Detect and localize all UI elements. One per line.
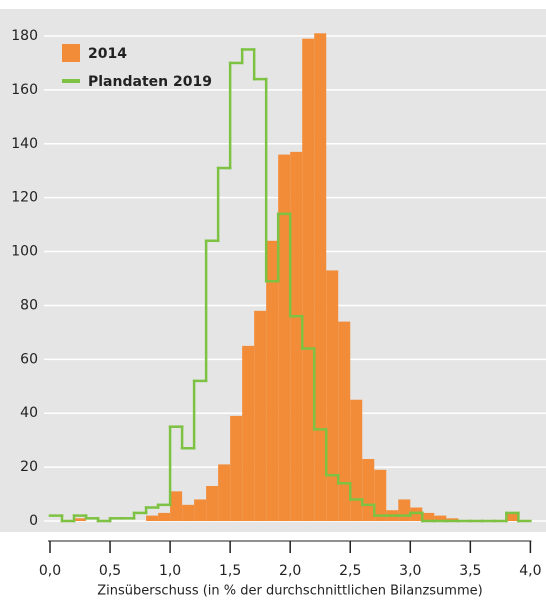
x-tick-label: 3,0 [399,563,421,579]
histogram-bar [242,345,255,521]
histogram-bar [182,504,195,521]
x-tick-label: 3,5 [459,563,481,579]
y-tick-label: 100 [11,244,38,260]
x-tick-label: 2,5 [339,563,361,579]
histogram-bar [194,499,207,521]
histogram-bar [422,512,435,521]
x-axis-label: Zinsüberschuss (in % der durchschnittlic… [97,584,482,599]
histogram-bar [230,415,243,521]
histogram-bar [158,512,171,521]
y-tick-label: 60 [20,351,38,367]
histogram-bar [206,485,219,521]
histogram-bar [362,459,375,521]
y-tick-label: 160 [11,82,38,98]
histogram-bar [434,515,447,521]
y-tick-label: 180 [11,28,38,44]
histogram-bar [506,512,519,521]
histogram-bar [170,491,183,521]
legend-label: 2014 [88,46,127,62]
histogram-bar [74,518,87,521]
x-tick-label: 1,5 [219,563,241,579]
histogram-bar [146,515,159,521]
histogram-bar [374,469,387,521]
histogram-bar [326,270,339,521]
histogram-bar [290,151,303,521]
histogram-bar [254,310,267,521]
x-tick-label: 1,0 [159,563,181,579]
histogram-bar [218,464,231,521]
histogram-bar [446,518,459,521]
y-tick-label: 40 [20,405,38,421]
x-tick-label: 2,0 [279,563,301,579]
x-tick-label: 0,0 [39,563,61,579]
histogram-bar [338,321,351,521]
histogram-bar [350,399,363,521]
histogram-bar [266,240,279,521]
x-tick-label: 4,0 [519,563,541,579]
y-tick-label: 80 [20,297,38,313]
y-tick-label: 120 [11,190,38,206]
x-tick-label: 0,5 [99,563,121,579]
histogram-bar [398,499,411,521]
histogram-bar [302,38,315,521]
histogram-bar [278,154,291,522]
y-tick-label: 140 [11,136,38,152]
histogram-bar [410,507,423,521]
y-tick-label: 20 [20,459,38,475]
histogram-bar [314,33,327,522]
y-tick-label: 0 [29,513,38,529]
legend-swatch [62,44,80,62]
legend-label: Plandaten 2019 [88,74,212,90]
